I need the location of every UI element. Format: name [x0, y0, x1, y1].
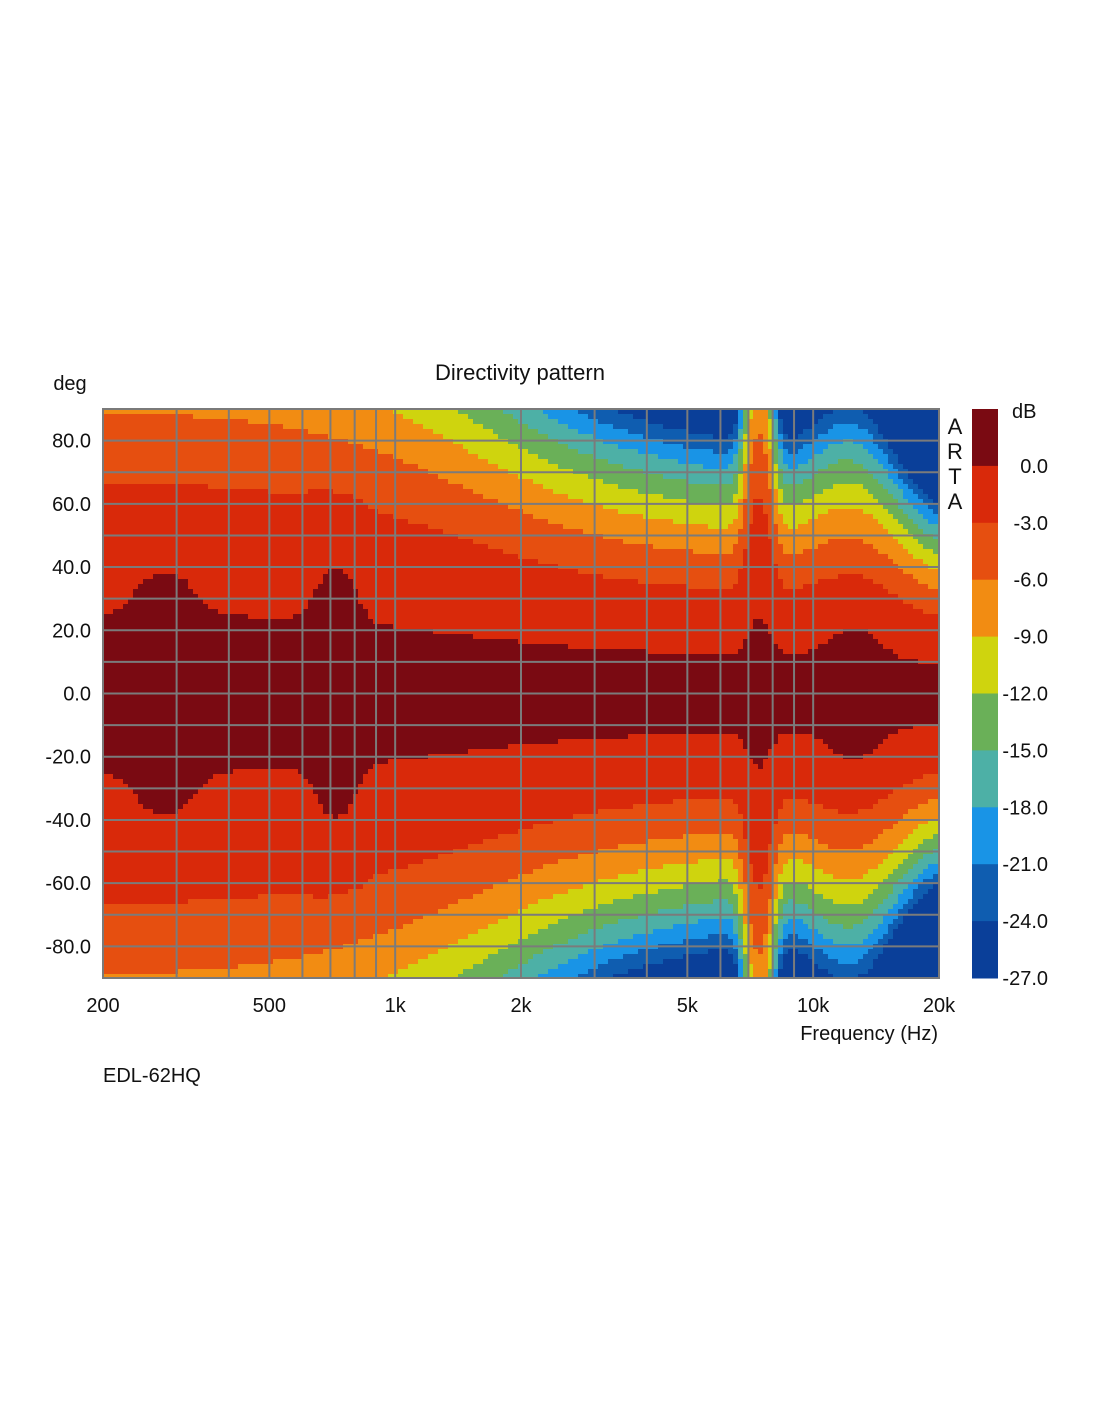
colorbar-tick-label: -3.0	[1014, 513, 1048, 535]
colorbar-band	[972, 807, 998, 865]
y-tick-label: 20.0	[52, 620, 91, 642]
x-tick-label: 200	[86, 995, 119, 1017]
y-axis-label: deg	[53, 373, 86, 395]
plot-area	[103, 409, 939, 978]
y-tick-label: -20.0	[45, 747, 91, 769]
watermark-letter: A	[948, 414, 963, 439]
colorbar-band	[972, 693, 998, 751]
colorbar-band	[972, 579, 998, 638]
colorbar-band	[972, 522, 998, 581]
y-tick-label: -40.0	[45, 810, 91, 832]
x-tick-labels: 200 500 1k 2k 5k 10k 20k	[86, 995, 956, 1017]
chart-title: Directivity pattern	[435, 360, 605, 385]
x-tick-label: 20k	[923, 995, 956, 1017]
plot-frame	[102, 408, 940, 979]
x-tick-label: 5k	[677, 995, 699, 1017]
colorbar-band	[972, 465, 998, 524]
y-tick-label: 40.0	[52, 557, 91, 579]
colorbar-tick-label: -15.0	[1002, 740, 1048, 762]
colorbar-tick-label: -21.0	[1002, 854, 1048, 876]
grid-lines	[103, 408, 939, 979]
y-tick-label: 60.0	[52, 494, 91, 516]
colorbar-band	[972, 636, 998, 694]
colorbar-band	[972, 864, 998, 922]
colorbar-tick-label: -27.0	[1002, 968, 1048, 990]
colorbar-band	[972, 921, 998, 979]
x-tick-label: 500	[253, 995, 286, 1017]
watermark-letter: R	[947, 439, 963, 464]
watermark-letter: A	[948, 489, 963, 514]
x-tick-label: 2k	[510, 995, 532, 1017]
x-axis-label: Frequency (Hz)	[800, 1023, 938, 1045]
y-tick-label: -60.0	[45, 873, 91, 895]
y-tick-label: 80.0	[52, 431, 91, 453]
colorbar-tick-label: -18.0	[1002, 797, 1048, 819]
y-tick-label: -80.0	[45, 936, 91, 958]
x-tick-label: 10k	[797, 995, 830, 1017]
colorbar-tick-label: -9.0	[1014, 627, 1048, 649]
colorbar-band	[972, 409, 998, 467]
y-tick-label: 0.0	[63, 684, 91, 706]
colorbar-tick-label: -24.0	[1002, 911, 1048, 933]
footnote-label: EDL-62HQ	[103, 1065, 201, 1087]
colorbar-tick-label: -6.0	[1014, 570, 1048, 592]
y-tick-labels: -80.0 -60.0 -40.0 -20.0 0.0 20.0 40.0 60.0 80.0	[45, 431, 91, 959]
colorbar-tick-labels: 0.0 -3.0 -6.0 -9.0 -12.0 -15.0 -18.0 -21.0 -24.0…	[1002, 456, 1048, 990]
x-tick-label: 1k	[385, 995, 407, 1017]
colorbar-band	[972, 750, 998, 808]
colorbar-tick-label: 0.0	[1020, 456, 1048, 478]
colorbar-unit-label: dB	[1012, 401, 1036, 423]
colorbar	[972, 409, 998, 979]
watermark-letter: T	[948, 464, 961, 489]
colorbar-tick-label: -12.0	[1002, 684, 1048, 706]
